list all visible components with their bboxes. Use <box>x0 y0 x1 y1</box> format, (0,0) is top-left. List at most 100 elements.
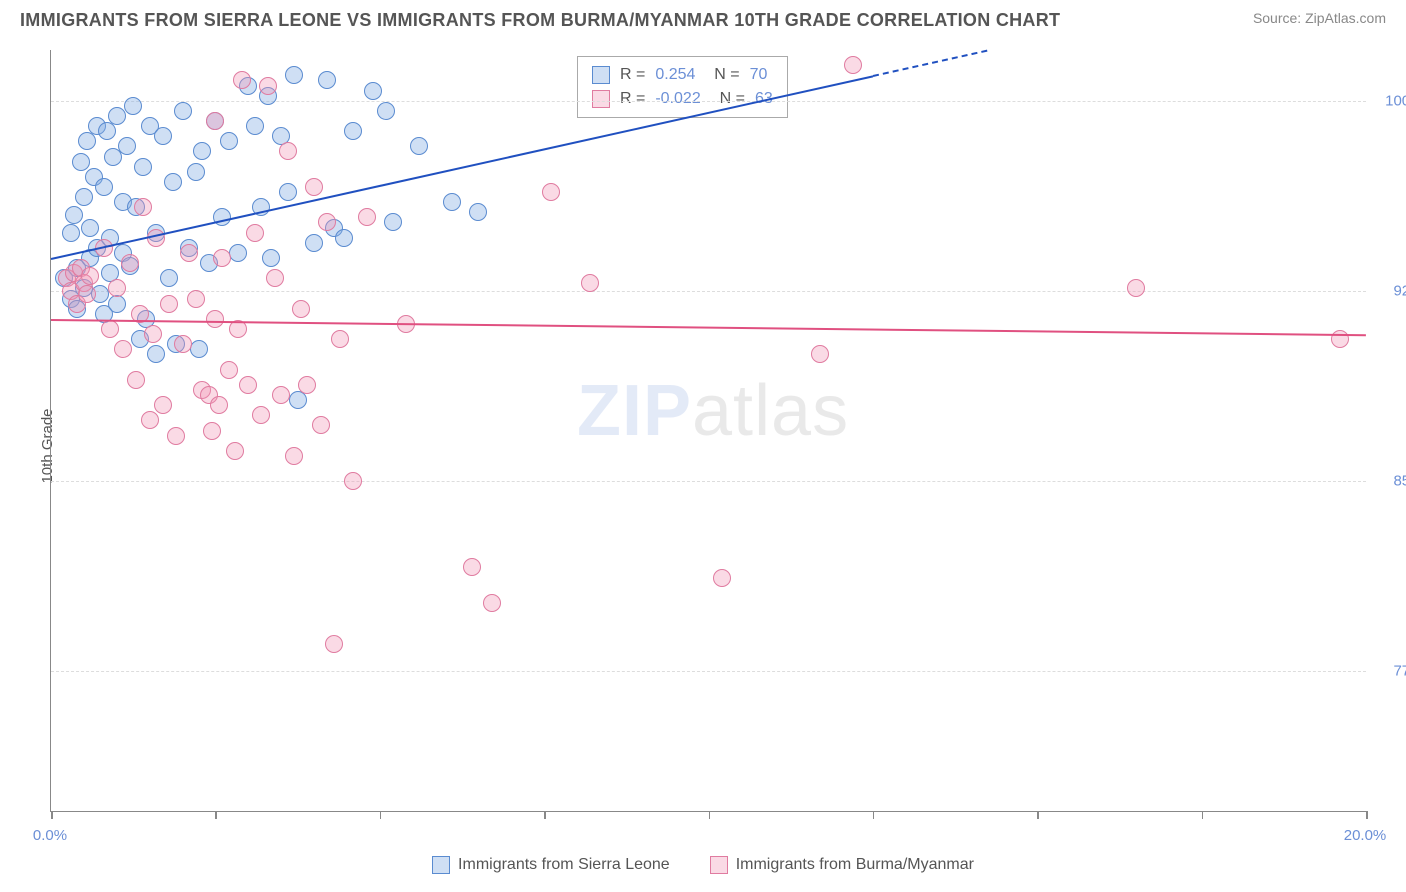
data-point <box>124 97 142 115</box>
watermark-zip: ZIP <box>577 371 692 451</box>
chart-title: IMMIGRANTS FROM SIERRA LEONE VS IMMIGRAN… <box>20 10 1060 31</box>
data-point <box>262 249 280 267</box>
data-point <box>167 427 185 445</box>
data-point <box>713 569 731 587</box>
data-point <box>75 188 93 206</box>
data-point <box>98 122 116 140</box>
data-point <box>206 112 224 130</box>
data-point <box>210 396 228 414</box>
watermark: ZIPatlas <box>577 370 849 452</box>
data-point <box>581 274 599 292</box>
data-point <box>298 376 316 394</box>
gridline <box>51 481 1366 482</box>
data-point <box>358 208 376 226</box>
data-point <box>844 56 862 74</box>
legend-label-1: Immigrants from Sierra Leone <box>458 856 670 874</box>
data-point <box>193 142 211 160</box>
data-point <box>226 442 244 460</box>
gridline <box>51 671 1366 672</box>
data-point <box>134 158 152 176</box>
swatch-series-1 <box>592 66 610 84</box>
data-point <box>154 127 172 145</box>
data-point <box>114 340 132 358</box>
x-tick <box>709 811 711 819</box>
x-tick <box>51 811 53 819</box>
data-point <box>1127 279 1145 297</box>
data-point <box>285 447 303 465</box>
data-point <box>78 285 96 303</box>
x-tick <box>1037 811 1039 819</box>
data-point <box>141 411 159 429</box>
y-tick-label: 92.5% <box>1376 282 1406 299</box>
data-point <box>384 213 402 231</box>
correlation-stat-box: R = 0.254 N = 70 R = -0.022 N = 63 <box>577 56 788 118</box>
data-point <box>160 269 178 287</box>
data-point <box>463 558 481 576</box>
data-point <box>95 178 113 196</box>
stat-r-value-2: -0.022 <box>655 90 700 108</box>
data-point <box>483 594 501 612</box>
legend: Immigrants from Sierra Leone Immigrants … <box>0 856 1406 874</box>
trend-line-extrapolated <box>873 50 988 77</box>
data-point <box>187 163 205 181</box>
gridline <box>51 101 1366 102</box>
data-point <box>289 391 307 409</box>
data-point <box>220 361 238 379</box>
data-point <box>279 183 297 201</box>
trend-line <box>51 75 873 260</box>
data-point <box>305 178 323 196</box>
x-tick-label-max: 20.0% <box>1344 827 1387 844</box>
data-point <box>72 153 90 171</box>
data-point <box>246 117 264 135</box>
x-tick <box>215 811 217 819</box>
x-tick <box>380 811 382 819</box>
y-tick-label: 85.0% <box>1376 473 1406 490</box>
legend-label-2: Immigrants from Burma/Myanmar <box>736 856 974 874</box>
data-point <box>318 71 336 89</box>
data-point <box>344 122 362 140</box>
stat-row-series-2: R = -0.022 N = 63 <box>592 87 773 111</box>
data-point <box>469 203 487 221</box>
data-point <box>344 472 362 490</box>
data-point <box>81 219 99 237</box>
stat-r-label: R = <box>620 66 645 84</box>
source-label: Source: ZipAtlas.com <box>1253 10 1386 26</box>
data-point <box>312 416 330 434</box>
data-point <box>377 102 395 120</box>
data-point <box>187 290 205 308</box>
data-point <box>443 193 461 211</box>
data-point <box>147 345 165 363</box>
data-point <box>364 82 382 100</box>
stat-n-value-1: 70 <box>750 66 768 84</box>
data-point <box>81 267 99 285</box>
data-point <box>108 279 126 297</box>
data-point <box>118 137 136 155</box>
data-point <box>239 376 257 394</box>
data-point <box>252 406 270 424</box>
stat-r-label: R = <box>620 90 645 108</box>
x-tick <box>873 811 875 819</box>
legend-swatch-2 <box>710 856 728 874</box>
data-point <box>410 137 428 155</box>
data-point <box>144 325 162 343</box>
data-point <box>203 422 221 440</box>
x-tick-label-min: 0.0% <box>33 827 67 844</box>
x-tick <box>1202 811 1204 819</box>
data-point <box>174 102 192 120</box>
data-point <box>174 335 192 353</box>
data-point <box>213 249 231 267</box>
data-point <box>335 229 353 247</box>
data-point <box>154 396 172 414</box>
data-point <box>305 234 323 252</box>
legend-swatch-1 <box>432 856 450 874</box>
stat-row-series-1: R = 0.254 N = 70 <box>592 63 773 87</box>
stat-r-value-1: 0.254 <box>655 66 695 84</box>
data-point <box>101 320 119 338</box>
data-point <box>127 371 145 389</box>
data-point <box>542 183 560 201</box>
data-point <box>318 213 336 231</box>
data-point <box>121 254 139 272</box>
data-point <box>62 224 80 242</box>
x-tick <box>1366 811 1368 819</box>
y-tick-label: 77.5% <box>1376 663 1406 680</box>
